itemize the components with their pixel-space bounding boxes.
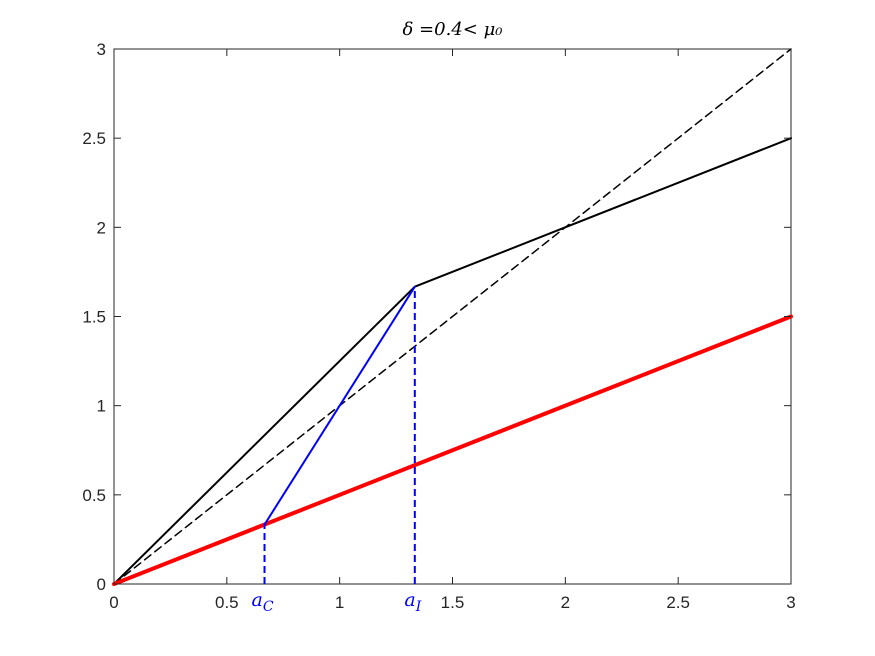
- x-tick-label: 2.5: [666, 593, 690, 612]
- x-tick-label: 3: [786, 593, 795, 612]
- x-tick-label: 2: [561, 593, 570, 612]
- y-tick-label: 2: [97, 218, 106, 237]
- y-tick-label: 0.5: [82, 486, 106, 505]
- plot-area: [112, 48, 793, 586]
- y-tick-label: 3: [97, 40, 106, 59]
- series-blue-segment: [263, 285, 416, 526]
- y-tick-label: 2.5: [82, 129, 106, 148]
- x-tick-label: 1.5: [441, 593, 465, 612]
- x-tick-label: 1: [335, 593, 344, 612]
- marker-label-a-c: aC: [251, 589, 273, 615]
- marker-label-a-i: aI: [404, 589, 421, 615]
- series-diagonal-dashed: [113, 48, 792, 585]
- axis-ticks: 0 0.5 1 1.5 2 2.5 3 0 0.5 1 1.5 2 2.5 3: [82, 40, 795, 612]
- chart-title: δ =0.4< μ₀: [403, 19, 503, 40]
- series-red-line: [112, 314, 793, 586]
- y-tick-label: 1.5: [82, 308, 106, 327]
- series-black-kinked: [113, 137, 792, 585]
- y-tick-label: 0: [97, 575, 106, 594]
- x-tick-label: 0.5: [215, 593, 239, 612]
- x-tick-label: 0: [109, 593, 118, 612]
- y-tick-label: 1: [97, 397, 106, 416]
